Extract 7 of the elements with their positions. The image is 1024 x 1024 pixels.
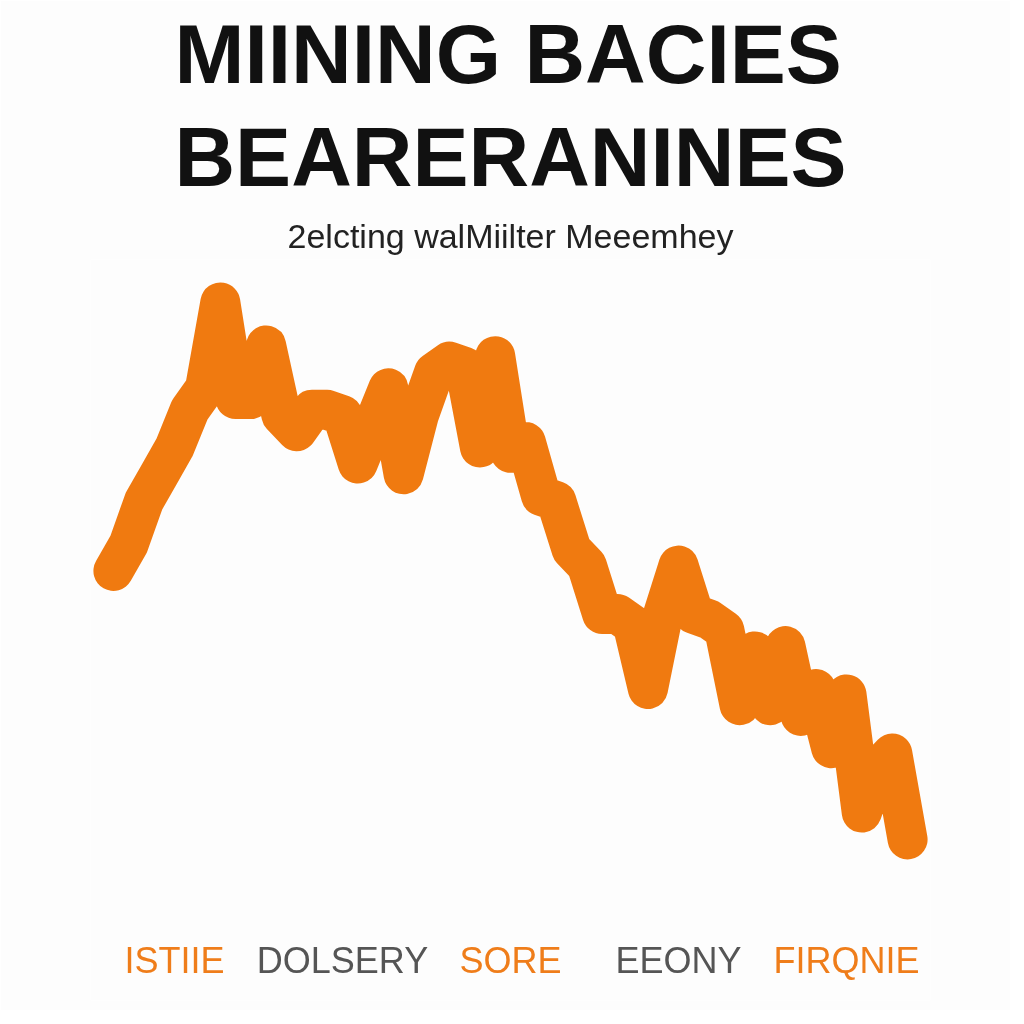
text: DOLSERY <box>256 939 429 981</box>
text: SORE <box>459 939 562 981</box>
text: EEONY <box>615 939 742 981</box>
text: FIRQNIE <box>773 939 920 981</box>
chart-subtitle: 2elcting walMiilter Meeemhey <box>287 216 734 255</box>
chart-title: MIINING BACIES BEARERANINES <box>174 7 847 205</box>
text: ISTIIE <box>124 939 225 981</box>
